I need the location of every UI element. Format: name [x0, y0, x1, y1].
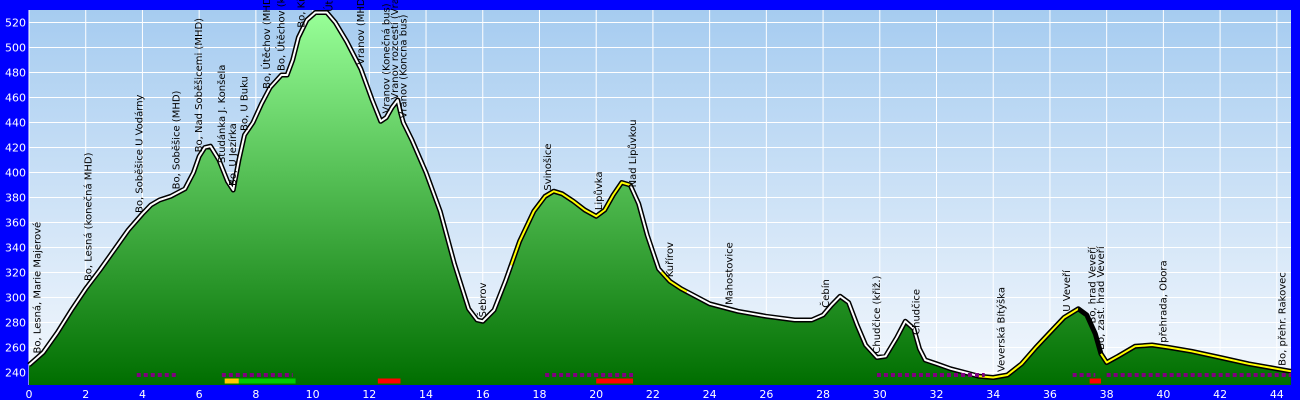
waypoint-label: Bo, Útěchov (konečná MHD) — [274, 0, 287, 71]
waypoint-label: Bo, Soběšice (MHD) — [170, 90, 182, 189]
elevation-area — [29, 12, 1291, 385]
y-tick-label: 240 — [5, 367, 26, 380]
waypoint-label: Vranov (Konečná bus) — [380, 3, 392, 113]
waypoint-label: Bo, U Jezírka — [227, 123, 239, 186]
route-segment-white — [629, 184, 663, 273]
marker-bar-green — [238, 378, 296, 384]
y-tick-label: 380 — [5, 192, 26, 205]
waypoint-label: U Veveří — [1061, 269, 1073, 312]
waypoint-label: Bo, Lesná (konečná MHD) — [83, 152, 95, 281]
x-tick-label: 38 — [1100, 388, 1114, 400]
waypoint-label: Bo, Nad Soběšicemi (MHD) — [193, 18, 205, 153]
waypoint-label: Bo, Křiž. Vranov - Útěch - Ad... — [294, 0, 307, 28]
x-tick-label: 18 — [532, 388, 546, 400]
route-segment-white — [28, 11, 513, 366]
x-tick-label: 44 — [1270, 388, 1284, 400]
marker-bar-red — [377, 378, 401, 384]
y-tick-label: 460 — [5, 92, 26, 105]
waypoint-label: Kuřírov — [664, 242, 676, 277]
route-lines — [28, 11, 1292, 379]
route-segment-yellow — [660, 271, 688, 293]
waypoint-label: Studánka J. Konšela — [216, 65, 228, 163]
waypoint-label: přehrada, Obora — [1157, 260, 1169, 342]
x-tick-label: 16 — [476, 388, 490, 400]
route-segment-yellow — [510, 181, 631, 266]
x-tick-label: 32 — [930, 388, 944, 400]
route-segment-yellow — [1100, 344, 1292, 373]
x-tick-label: 40 — [1156, 388, 1170, 400]
x-tick-label: 34 — [986, 388, 1000, 400]
marker-bar-yellow — [224, 378, 239, 384]
y-tick-label: 260 — [5, 342, 26, 355]
x-tick-label: 8 — [252, 388, 259, 400]
x-tick-label: 12 — [362, 388, 376, 400]
waypoint-label: Bo, Soběšice U Vodárny — [134, 94, 146, 213]
route-segment-white — [686, 290, 977, 377]
waypoint-label: Bo, hrad Veveří — [1087, 246, 1099, 324]
route-markers — [136, 373, 1291, 384]
waypoint-label: Mahostovice — [725, 242, 736, 305]
waypoint-label: Lipůvka — [593, 171, 605, 210]
x-tick-label: 4 — [139, 388, 146, 400]
waypoint-label: Bo, přehr. Rakovec — [1276, 272, 1288, 366]
y-tick-label: 420 — [5, 142, 26, 155]
y-tick-label: 340 — [5, 242, 26, 255]
x-tick-label: 14 — [419, 388, 433, 400]
waypoint-label: Svinošice — [542, 143, 554, 190]
waypoint-label: Vranov (Koncna bus) — [398, 14, 409, 118]
x-tick-label: 6 — [196, 388, 203, 400]
x-tick-label: 10 — [306, 388, 320, 400]
x-tick-label: 20 — [589, 388, 603, 400]
y-tick-label: 280 — [5, 317, 26, 330]
y-tick-label: 480 — [5, 67, 26, 80]
y-tick-label: 300 — [5, 292, 26, 305]
x-tick-label: 28 — [816, 388, 830, 400]
route-segment-black — [1077, 307, 1102, 355]
waypoint-label: Útěch-Vran, odbočka Babí doly — [323, 0, 336, 12]
waypoint-label: Bo, Lesná, Marie Majerové — [32, 222, 44, 354]
y-tick-label: 320 — [5, 267, 26, 280]
x-tick-label: 36 — [1043, 388, 1057, 400]
y-tick-label: 440 — [5, 117, 26, 130]
waypoint-label: Bo, U Buku — [240, 76, 251, 131]
waypoint-label: Bo, Útěchov (MHD) rozc. — [260, 0, 273, 89]
y-tick-label: 400 — [5, 167, 26, 180]
y-tick-label: 520 — [5, 17, 26, 30]
waypoint-labels: Bo, Lesná, Marie Majerové Bo, Lesná (kone… — [32, 0, 1289, 372]
x-tick-label: 30 — [873, 388, 887, 400]
y-axis-ticks: 240 260 280 300 320 340 360 380 400 420 440 460 480 5… — [5, 17, 26, 380]
x-axis-ticks: 0 2 4 6 8 10 12 14 16 18 20 22 24 26 28 30 32 34 36 38 40 42 4… — [26, 388, 1284, 400]
waypoint-label: Nad Lipůvkou — [627, 119, 639, 187]
waypoint-label: Chudčice (křiž.) — [871, 275, 883, 353]
y-tick-label: 500 — [5, 42, 26, 55]
x-tick-label: 2 — [82, 388, 89, 400]
y-tick-label: 360 — [5, 217, 26, 230]
waypoint-label: Chudčice — [911, 289, 923, 335]
waypoint-label: Čebín — [819, 279, 832, 308]
marker-bar-red — [596, 378, 634, 384]
x-tick-label: 42 — [1213, 388, 1227, 400]
x-tick-label: 0 — [26, 388, 33, 400]
x-tick-label: 24 — [703, 388, 717, 400]
waypoint-label: Vranov rozcestí (Vranov) — [389, 0, 401, 100]
x-tick-label: 22 — [646, 388, 660, 400]
waypoint-label: Šebrov — [476, 282, 489, 317]
waypoint-label: Vranov (MHD) — [356, 0, 367, 65]
waypoint-label: Veverská Bítýška — [996, 287, 1008, 372]
x-tick-label: 26 — [759, 388, 773, 400]
waypoint-label: Bo, zast. hrad Veveří — [1095, 245, 1107, 350]
marker-bar-red — [1089, 378, 1101, 384]
